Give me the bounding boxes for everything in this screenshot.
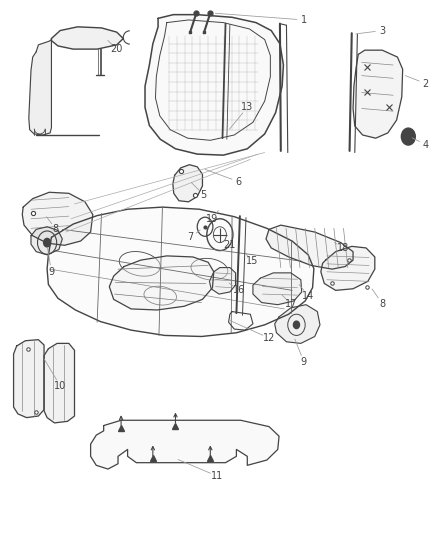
Text: 1: 1 xyxy=(301,15,307,25)
Polygon shape xyxy=(110,256,214,310)
Text: 10: 10 xyxy=(54,381,66,391)
Text: 17: 17 xyxy=(285,298,297,309)
Text: 9: 9 xyxy=(301,357,307,367)
Text: 14: 14 xyxy=(302,290,314,301)
Circle shape xyxy=(401,128,415,145)
Text: 16: 16 xyxy=(233,285,245,295)
Text: 3: 3 xyxy=(379,26,385,36)
Text: 6: 6 xyxy=(236,176,242,187)
Text: 8: 8 xyxy=(53,224,59,235)
Text: 13: 13 xyxy=(241,102,254,112)
Polygon shape xyxy=(275,305,320,343)
Text: 20: 20 xyxy=(110,44,123,54)
Polygon shape xyxy=(253,273,302,305)
Polygon shape xyxy=(47,207,314,336)
Polygon shape xyxy=(353,50,403,138)
Polygon shape xyxy=(22,192,93,245)
Polygon shape xyxy=(44,343,74,423)
Text: 4: 4 xyxy=(423,140,429,150)
Polygon shape xyxy=(209,268,236,294)
Text: 5: 5 xyxy=(201,190,207,200)
Polygon shape xyxy=(29,39,51,135)
Text: 15: 15 xyxy=(245,256,258,266)
Polygon shape xyxy=(31,227,62,255)
Text: 8: 8 xyxy=(379,298,385,309)
Polygon shape xyxy=(266,225,353,269)
Polygon shape xyxy=(321,246,375,290)
Polygon shape xyxy=(173,165,202,202)
Text: 19: 19 xyxy=(206,214,219,224)
Polygon shape xyxy=(145,14,283,155)
Text: 9: 9 xyxy=(48,267,54,277)
Circle shape xyxy=(44,238,50,247)
Polygon shape xyxy=(51,27,123,49)
Polygon shape xyxy=(91,420,279,469)
Text: 7: 7 xyxy=(187,232,194,243)
Text: 2: 2 xyxy=(423,78,429,88)
Polygon shape xyxy=(14,340,44,418)
Text: 12: 12 xyxy=(263,333,275,343)
Text: 21: 21 xyxy=(224,240,236,251)
Circle shape xyxy=(293,321,300,328)
Text: 18: 18 xyxy=(337,243,349,253)
Text: 11: 11 xyxy=(211,471,223,481)
